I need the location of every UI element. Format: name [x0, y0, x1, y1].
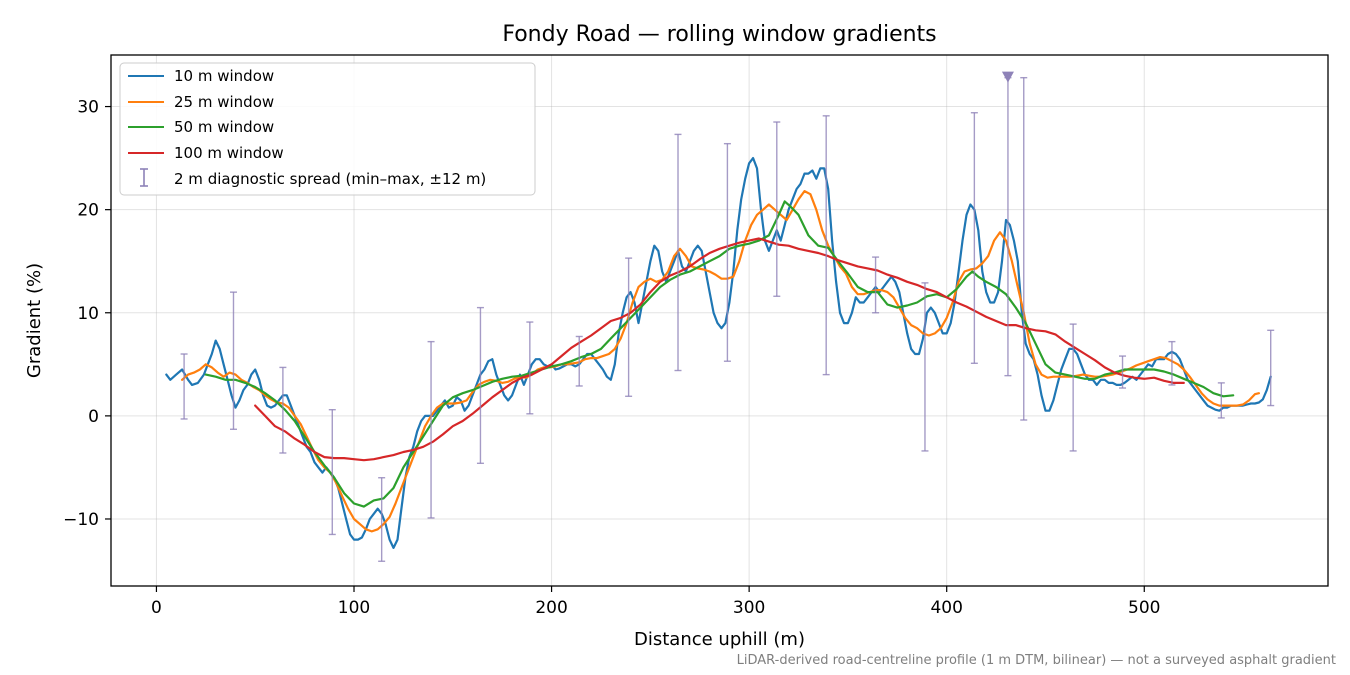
chart-title: Fondy Road — rolling window gradients — [502, 22, 936, 47]
clipped-spread-marker — [1001, 71, 1014, 83]
spread-errorbar — [427, 340, 435, 519]
legend-label-spread: 2 m diagnostic spread (min–max, ±12 m) — [174, 170, 486, 188]
x-tick-label: 0 — [151, 598, 162, 618]
diagnostic-spread-layer — [180, 71, 1275, 562]
legend-label-100m: 100 m window — [174, 144, 284, 162]
spread-errorbar — [674, 133, 682, 372]
y-tick-label: 20 — [77, 201, 99, 221]
y-tick-label: 10 — [77, 304, 99, 324]
y-tick-label: 30 — [77, 98, 99, 118]
spread-errorbar — [180, 353, 188, 420]
x-tick-label: 100 — [338, 598, 370, 618]
series-50m-line — [204, 200, 1235, 508]
x-axis-label: Distance uphill (m) — [634, 629, 805, 650]
spread-errorbar — [872, 256, 880, 314]
spread-errorbar — [1020, 76, 1028, 421]
spread-errorbar — [625, 257, 633, 397]
spread-errorbar — [970, 112, 978, 364]
axis-ticks: 0 100 200 300 400 500 −10 0 10 20 30 — [63, 98, 1160, 618]
x-tick-label: 500 — [1128, 598, 1160, 618]
data-source-note: LiDAR-derived road-centreline profile (1… — [737, 653, 1336, 668]
spread-errorbar — [1168, 340, 1176, 386]
legend-label-50m: 50 m window — [174, 118, 274, 136]
spread-errorbar — [526, 321, 534, 415]
spread-errorbar — [822, 115, 830, 376]
legend: 10 m window 25 m window 50 m window 100 … — [119, 62, 536, 196]
spread-errorbar — [575, 335, 583, 387]
x-tick-label: 300 — [733, 598, 765, 618]
series-25m-line — [181, 190, 1260, 533]
series-layer — [165, 157, 1272, 549]
spread-errorbar — [279, 366, 287, 454]
spread-errorbar — [1069, 323, 1077, 452]
plot-frame — [110, 54, 1329, 587]
spread-errorbar — [773, 121, 781, 297]
legend-label-10m: 10 m window — [174, 67, 274, 85]
x-tick-label: 200 — [535, 598, 567, 618]
y-axis-label: Gradient (%) — [24, 263, 45, 378]
x-tick-label: 400 — [930, 598, 962, 618]
spread-errorbar — [723, 142, 731, 362]
spread-errorbar — [476, 306, 484, 465]
spread-errorbar — [1267, 329, 1275, 407]
spread-errorbar — [1119, 355, 1127, 389]
legend-frame — [119, 62, 536, 196]
spread-errorbar — [229, 291, 237, 430]
y-tick-label: 0 — [88, 407, 99, 427]
spread-errorbar — [1217, 382, 1225, 419]
series-100m-line — [254, 237, 1185, 462]
spread-errorbar — [378, 477, 386, 562]
legend-swatch-spread — [140, 168, 148, 187]
spread-errorbar — [328, 408, 336, 536]
y-tick-label: −10 — [63, 510, 99, 530]
spread-errorbar — [921, 282, 929, 452]
legend-label-25m: 25 m window — [174, 93, 274, 111]
